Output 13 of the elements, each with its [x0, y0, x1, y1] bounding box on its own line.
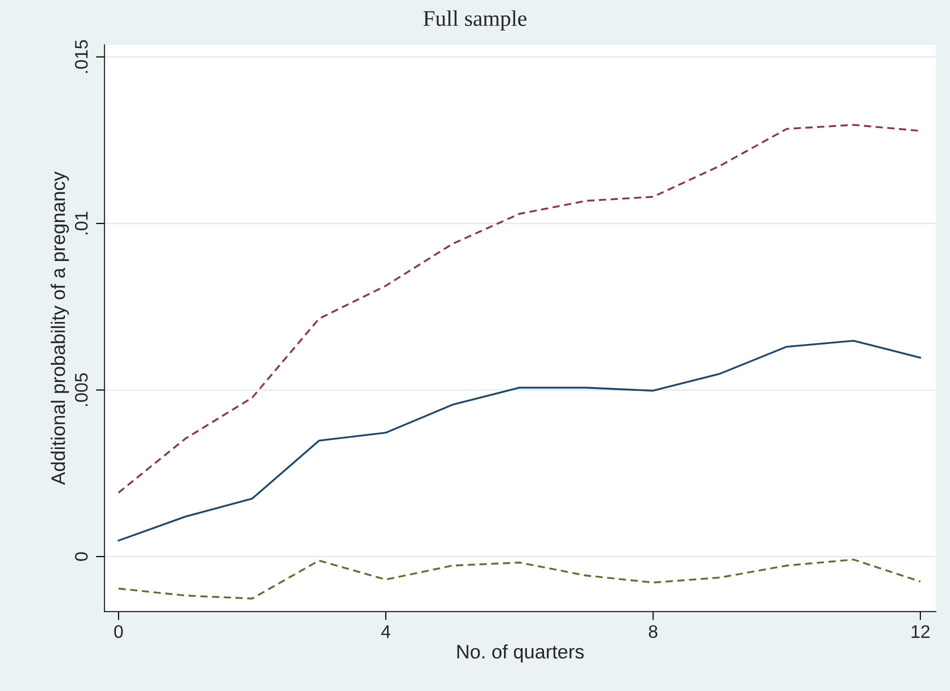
x-tick-label: 8: [648, 625, 658, 638]
x-tick-label: 0: [114, 625, 123, 638]
y-tick-label: .015: [74, 40, 88, 73]
line-series: [118, 340, 922, 542]
chart-title: Full sample: [423, 10, 526, 31]
line-series: [118, 558, 922, 600]
x-tick-label: 12: [912, 625, 930, 638]
y-axis-title: Additional probability of a pregnancy: [50, 172, 69, 485]
x-axis-title: No. of quarters: [457, 644, 584, 662]
x-tick-label: 4: [381, 625, 390, 638]
y-tick-label: .005: [74, 373, 88, 406]
y-tick-label: 0: [74, 552, 88, 561]
y-tick-label: .01: [74, 212, 88, 234]
